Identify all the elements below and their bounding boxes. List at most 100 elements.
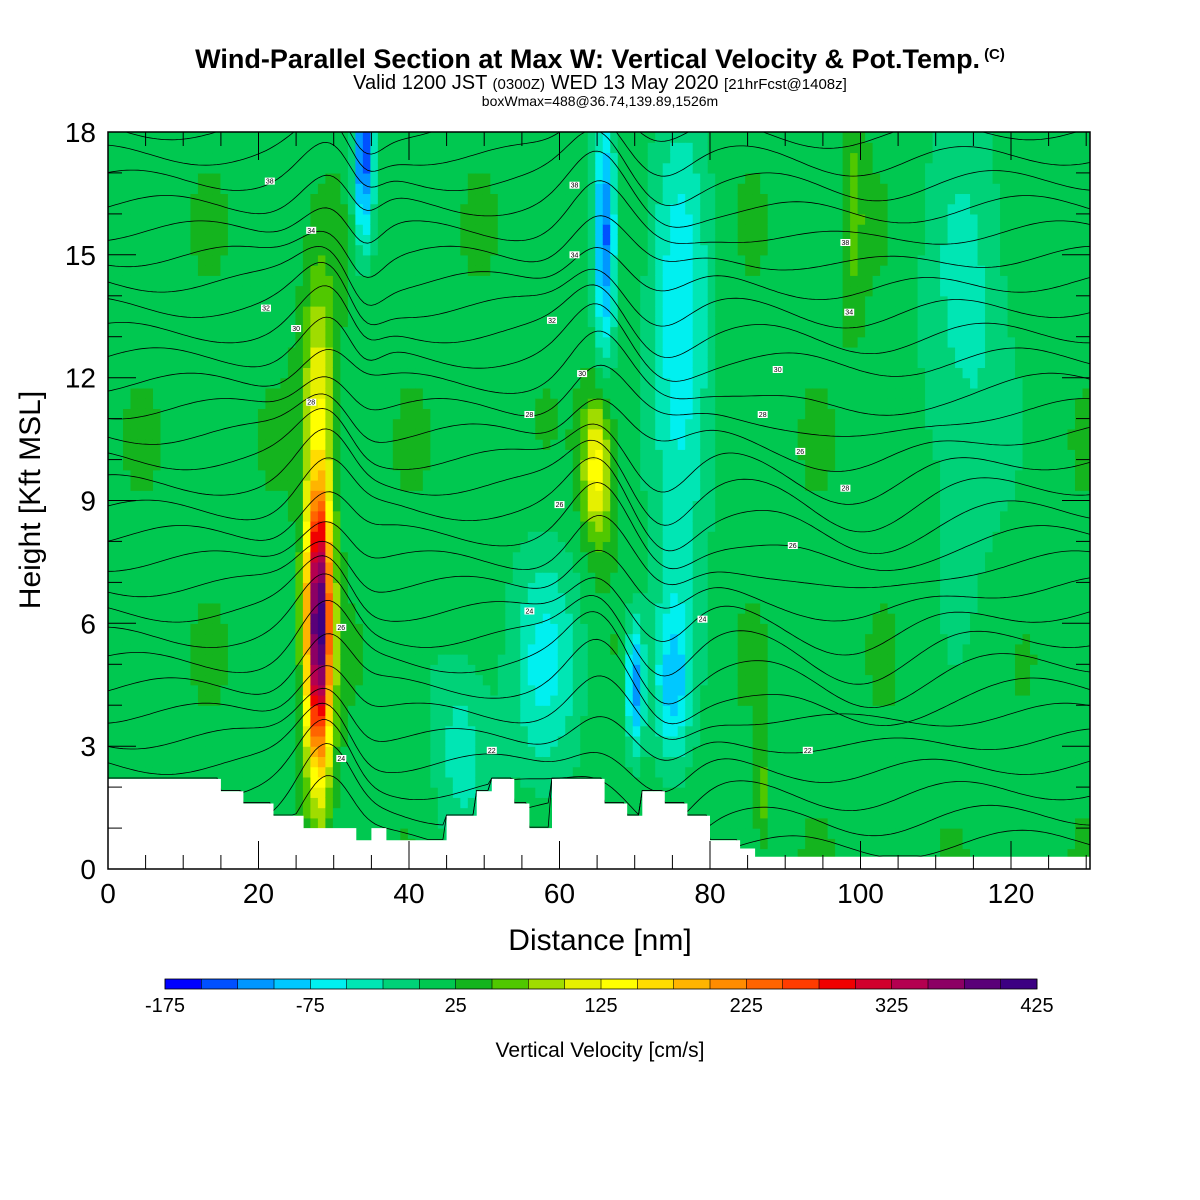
velocity-cell xyxy=(430,490,439,502)
velocity-cell xyxy=(505,285,514,297)
velocity-cell xyxy=(197,725,207,737)
velocity-cell xyxy=(527,439,536,450)
velocity-cell xyxy=(415,132,424,143)
velocity-cell xyxy=(527,694,536,706)
velocity-cell xyxy=(265,643,274,655)
velocity-cell xyxy=(557,152,566,164)
velocity-cell xyxy=(175,623,184,635)
velocity-cell xyxy=(572,142,581,154)
velocity-cell xyxy=(475,613,484,624)
velocity-cell xyxy=(550,664,559,676)
velocity-cell xyxy=(535,766,544,778)
velocity-cell xyxy=(452,490,461,502)
velocity-cell xyxy=(557,244,566,256)
velocity-cell xyxy=(467,705,476,717)
velocity-cell xyxy=(325,480,334,491)
velocity-cell xyxy=(475,306,484,317)
velocity-cell xyxy=(415,551,424,563)
velocity-cell xyxy=(505,428,514,440)
velocity-cell xyxy=(415,674,424,686)
velocity-cell xyxy=(580,469,589,481)
velocity-cell xyxy=(565,459,574,471)
velocity-cell xyxy=(257,377,267,389)
velocity-cell xyxy=(122,142,132,154)
velocity-cell xyxy=(122,520,132,532)
velocity-cell xyxy=(557,377,566,389)
velocity-cell xyxy=(460,398,469,409)
velocity-cell xyxy=(265,623,274,635)
velocity-cell xyxy=(490,725,499,737)
velocity-cell xyxy=(587,654,596,665)
velocity-cell xyxy=(227,418,237,430)
velocity-cell xyxy=(317,561,326,573)
velocity-cell xyxy=(467,551,476,563)
velocity-cell xyxy=(445,275,454,287)
velocity-cell xyxy=(122,766,132,778)
velocity-cell xyxy=(452,592,461,604)
velocity-cell xyxy=(167,336,177,348)
velocity-cell xyxy=(572,674,581,686)
velocity-cell xyxy=(272,172,282,184)
velocity-cell xyxy=(452,162,461,174)
velocity-cell xyxy=(467,715,476,727)
velocity-cell xyxy=(497,336,506,348)
velocity-cell xyxy=(205,367,214,379)
velocity-cell xyxy=(325,213,334,225)
velocity-cell xyxy=(167,551,177,563)
velocity-cell xyxy=(167,326,177,338)
velocity-cell xyxy=(430,449,439,461)
velocity-cell xyxy=(265,746,274,758)
velocity-cell xyxy=(197,295,207,307)
velocity-cell xyxy=(190,439,199,450)
velocity-cell xyxy=(452,725,461,737)
velocity-cell xyxy=(505,162,514,174)
velocity-cell xyxy=(377,224,386,235)
velocity-cell xyxy=(482,193,491,205)
velocity-cell xyxy=(272,561,282,573)
velocity-cell xyxy=(407,654,416,665)
velocity-cell xyxy=(550,735,559,747)
velocity-cell xyxy=(602,500,611,512)
velocity-cell xyxy=(437,746,446,758)
velocity-cell xyxy=(160,367,169,379)
velocity-cell xyxy=(415,295,424,307)
velocity-cell xyxy=(235,520,244,532)
velocity-cell xyxy=(445,684,454,696)
velocity-cell xyxy=(108,490,117,502)
velocity-cell xyxy=(220,213,229,225)
velocity-cell xyxy=(557,254,566,266)
velocity-cell xyxy=(617,694,626,706)
velocity-cell xyxy=(362,541,371,553)
velocity-cell xyxy=(145,234,154,246)
velocity-cell xyxy=(137,459,147,471)
velocity-cell xyxy=(115,316,124,328)
velocity-cell xyxy=(400,193,409,205)
velocity-cell xyxy=(610,776,619,788)
velocity-cell xyxy=(302,735,311,747)
velocity-cell xyxy=(347,705,356,717)
velocity-cell xyxy=(287,449,297,461)
velocity-cell xyxy=(595,449,604,461)
velocity-cell xyxy=(145,746,154,758)
velocity-cell xyxy=(512,459,521,471)
velocity-cell xyxy=(242,316,252,328)
velocity-cell xyxy=(250,469,259,481)
velocity-cell xyxy=(557,592,566,604)
velocity-cell xyxy=(287,694,297,706)
velocity-cell xyxy=(182,285,192,297)
velocity-cell xyxy=(370,705,379,717)
velocity-cell xyxy=(295,582,304,594)
velocity-cell xyxy=(310,244,319,256)
velocity-cell xyxy=(130,633,139,645)
velocity-cell xyxy=(242,592,252,604)
velocity-cell xyxy=(108,643,117,655)
velocity-cell xyxy=(197,213,207,225)
velocity-cell xyxy=(152,213,162,225)
velocity-cell xyxy=(437,582,446,594)
velocity-cell xyxy=(520,254,529,266)
velocity-cell xyxy=(145,203,154,215)
velocity-cell xyxy=(550,357,559,369)
velocity-cell xyxy=(242,480,252,491)
velocity-cell xyxy=(272,746,282,758)
velocity-cell xyxy=(197,715,207,727)
